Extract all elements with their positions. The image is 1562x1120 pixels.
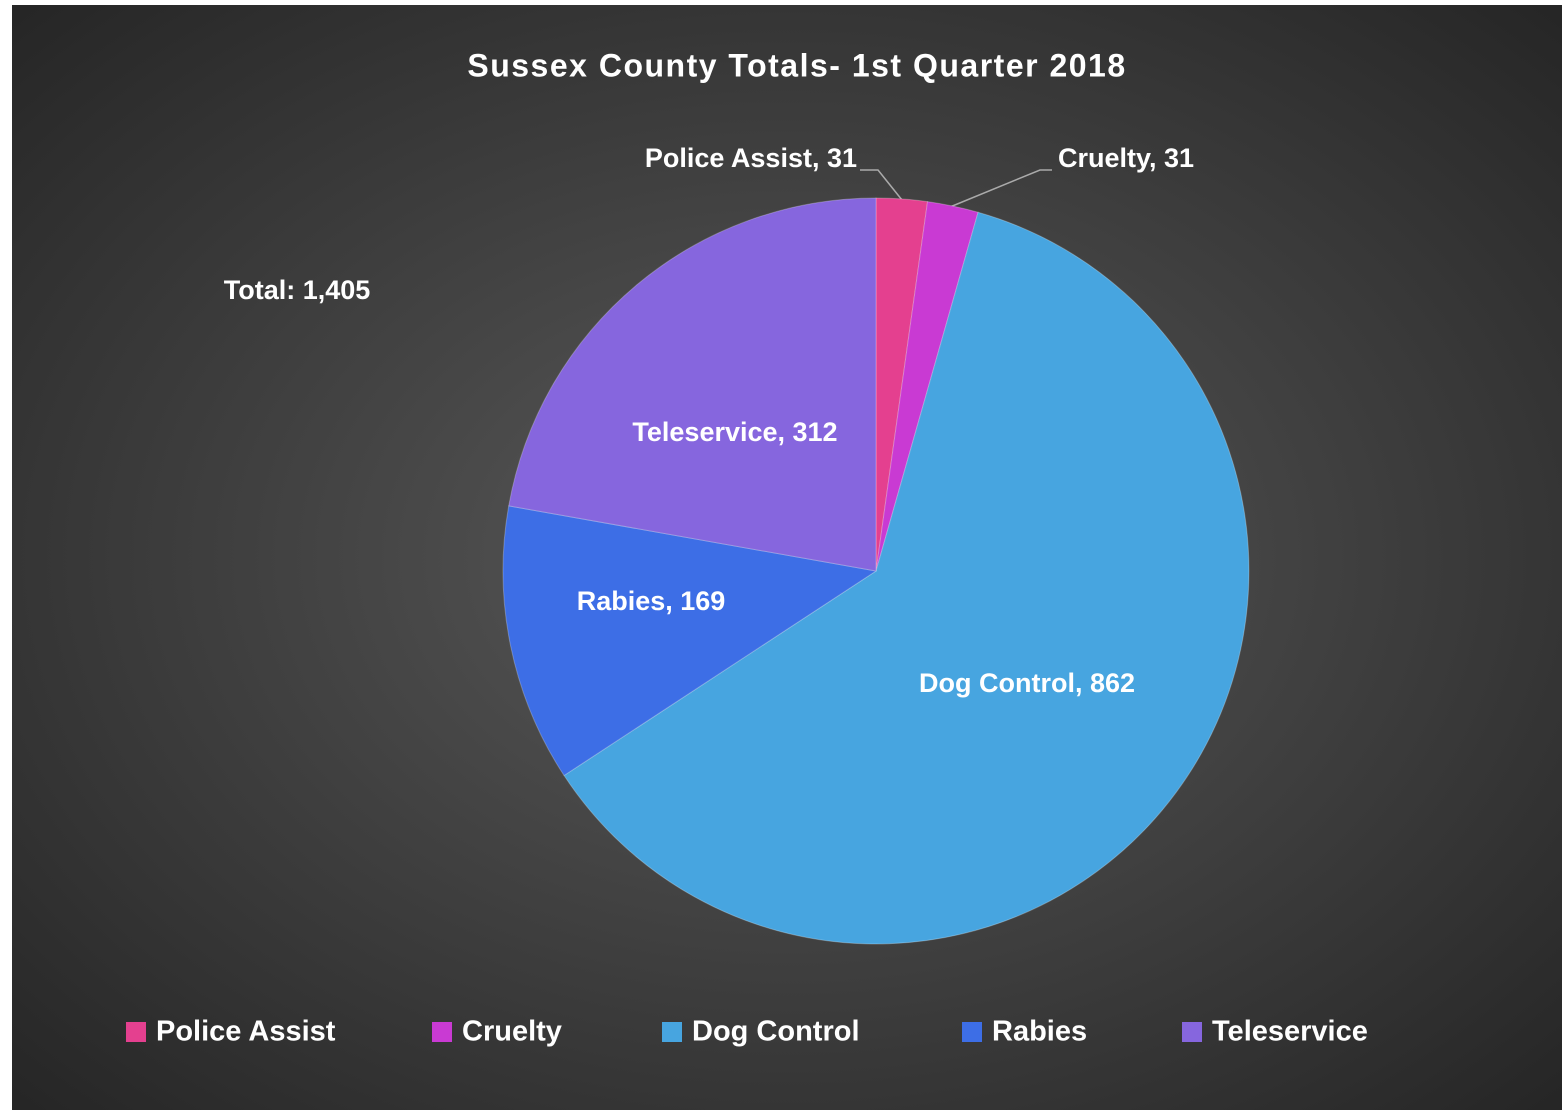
legend-label: Rabies <box>992 1016 1087 1048</box>
legend-label: Police Assist <box>156 1016 336 1048</box>
leader-line <box>949 169 1052 208</box>
pie-slice <box>563 211 1250 945</box>
data-label: Teleservice, 312 <box>632 417 837 447</box>
data-label: Cruelty, 31 <box>1058 143 1194 173</box>
data-label: Dog Control, 862 <box>919 668 1135 698</box>
pie-slice <box>502 505 878 777</box>
data-label: Police Assist, 31 <box>645 143 857 173</box>
legend-swatch <box>432 1022 452 1042</box>
legend-swatch <box>662 1022 682 1042</box>
legend-label: Cruelty <box>462 1016 562 1048</box>
pie-slice <box>508 197 877 572</box>
total-annotation: Total: 1,405 <box>224 275 371 305</box>
leader-line <box>860 169 903 201</box>
legend-swatch <box>126 1022 146 1042</box>
pie-slice <box>875 197 929 572</box>
legend-label: Dog Control <box>692 1016 860 1048</box>
legend-swatch <box>1182 1022 1202 1042</box>
legend-swatch <box>962 1022 982 1042</box>
chart-title: Sussex County Totals- 1st Quarter 2018 <box>467 47 1126 83</box>
pie-slice <box>875 201 979 572</box>
data-label: Rabies, 169 <box>577 586 726 616</box>
legend-label: Teleservice <box>1212 1016 1368 1048</box>
